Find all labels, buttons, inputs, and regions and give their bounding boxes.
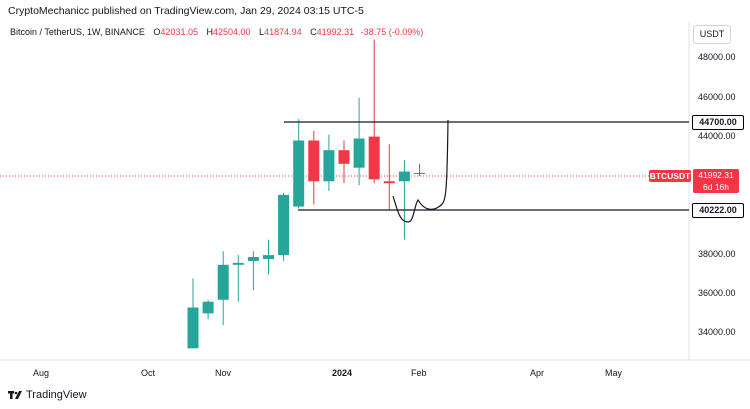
candle-body[interactable] xyxy=(293,140,305,207)
candle-body[interactable] xyxy=(338,150,350,164)
candle-body[interactable] xyxy=(247,257,259,261)
symbol-name[interactable]: Bitcoin / TetherUS, 1W, BINANCE xyxy=(10,27,145,37)
tradingview-logo-icon xyxy=(8,391,22,399)
price-label-44000: 44000.00 xyxy=(698,131,736,141)
high-key: H xyxy=(206,27,213,37)
candles-group xyxy=(187,39,425,349)
bar-countdown: 6d 16h xyxy=(703,182,729,192)
price-label-48000: 48000.00 xyxy=(698,52,736,62)
last-price-badge: 41992.31 6d 16h xyxy=(693,169,739,193)
x-label-oct: Oct xyxy=(141,368,156,378)
high-value: 42504.00 xyxy=(212,27,251,37)
close-value: 41992.31 xyxy=(316,27,355,37)
projection-path xyxy=(392,119,449,223)
price-label-34000: 34000.00 xyxy=(698,327,736,337)
level-label-44700: 44700.00 xyxy=(692,115,744,130)
top-bar: CryptoMechanicc published on TradingView… xyxy=(0,0,750,22)
ticker-badge: BTCUSDT xyxy=(649,170,691,182)
candle-body[interactable] xyxy=(398,171,410,182)
last-price-value: 41992.31 xyxy=(698,170,734,180)
footer-brand-text: TradingView xyxy=(26,389,87,401)
candle-body[interactable] xyxy=(232,262,244,265)
candle-body[interactable] xyxy=(368,136,380,180)
close-key: C xyxy=(310,27,317,37)
currency-button[interactable]: USDT xyxy=(693,25,731,44)
change-value: -38.75 (-0.09%) xyxy=(360,27,424,37)
range-drawing xyxy=(284,119,689,223)
x-label-aug: Aug xyxy=(33,368,50,378)
candle-body[interactable] xyxy=(308,140,320,182)
open-key: O xyxy=(153,27,161,37)
x-label-apr: Apr xyxy=(530,368,545,378)
candle-body[interactable] xyxy=(217,264,229,300)
price-label-36000: 36000.00 xyxy=(698,288,736,298)
symbol-legend: Bitcoin / TetherUS, 1W, BINANCE O42031.0… xyxy=(10,27,423,37)
open-value: 42031.05 xyxy=(160,27,198,37)
x-label-nov: Nov xyxy=(215,368,232,378)
price-label-46000: 46000.00 xyxy=(698,92,736,102)
candle-body[interactable] xyxy=(383,181,395,184)
x-label-2024: 2024 xyxy=(332,368,353,378)
low-key: L xyxy=(259,27,265,37)
candle-body[interactable] xyxy=(278,194,290,256)
candle-body[interactable] xyxy=(414,172,425,174)
candle-body[interactable] xyxy=(323,150,335,182)
level-label-40222: 40222.00 xyxy=(692,203,744,218)
footer-brand[interactable]: TradingView xyxy=(8,389,87,401)
x-label-may: May xyxy=(605,368,623,378)
candle-body[interactable] xyxy=(263,255,274,259)
x-label-feb: Feb xyxy=(411,368,427,378)
candle-body[interactable] xyxy=(187,307,199,349)
publish-line: CryptoMechanicc published on TradingView… xyxy=(8,5,364,17)
candle-body[interactable] xyxy=(353,138,365,168)
price-label-38000: 38000.00 xyxy=(698,249,736,259)
low-value: 41874.94 xyxy=(264,27,302,37)
candle-body[interactable] xyxy=(202,301,214,314)
